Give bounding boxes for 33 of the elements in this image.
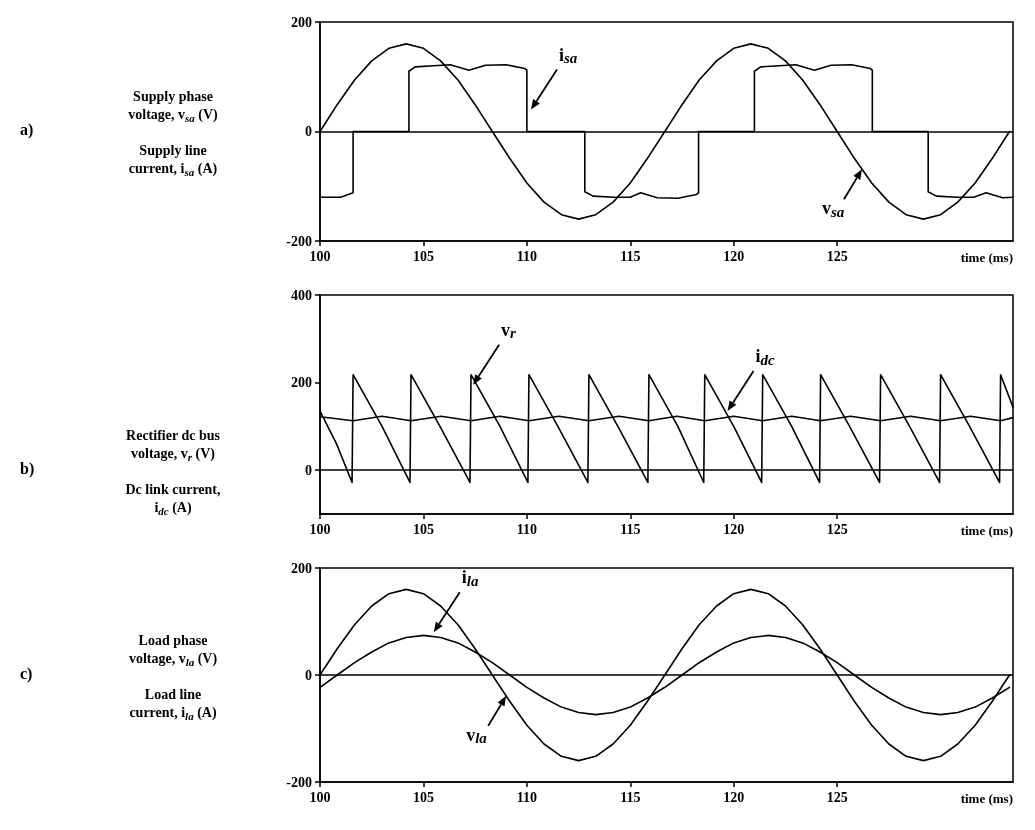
x-tick-label: 100: [309, 521, 331, 537]
x-tick-label: 105: [412, 521, 434, 537]
x-tick-label: 120: [723, 789, 745, 805]
y-tick-label: -200: [286, 774, 312, 790]
y-tick-label: 200: [291, 375, 312, 391]
x-tick-label: 125: [826, 521, 848, 537]
x-tick-label: 100: [309, 248, 331, 264]
x-tick-label: 115: [620, 789, 641, 805]
y-tick-label: 200: [291, 560, 312, 576]
x-tick-label: 100: [309, 789, 331, 805]
x-tick-label: 120: [723, 521, 745, 537]
x-axis-title: time (ms): [960, 523, 1013, 538]
y-tick-label: -200: [286, 233, 312, 249]
text: c): [20, 664, 33, 683]
x-tick-label: 120: [723, 248, 745, 264]
x-tick-label: 110: [516, 521, 537, 537]
text: a): [20, 121, 34, 139]
y-tick-label: 200: [291, 14, 312, 30]
x-axis-title: time (ms): [960, 791, 1013, 806]
y-tick-label: 400: [291, 287, 312, 303]
x-tick-label: 105: [412, 248, 434, 264]
y-tick-label: 0: [305, 667, 312, 683]
x-tick-label: 125: [826, 789, 848, 805]
x-tick-label: 110: [516, 248, 537, 264]
y-tick-label: 0: [305, 462, 312, 478]
x-tick-label: 105: [412, 789, 434, 805]
x-tick-label: 110: [516, 789, 537, 805]
text: b): [20, 459, 35, 478]
x-tick-label: 125: [826, 248, 848, 264]
x-tick-label: 115: [620, 521, 641, 537]
x-tick-label: 115: [620, 248, 641, 264]
y-tick-label: 0: [305, 124, 312, 139]
x-axis-title: time (ms): [960, 250, 1013, 265]
